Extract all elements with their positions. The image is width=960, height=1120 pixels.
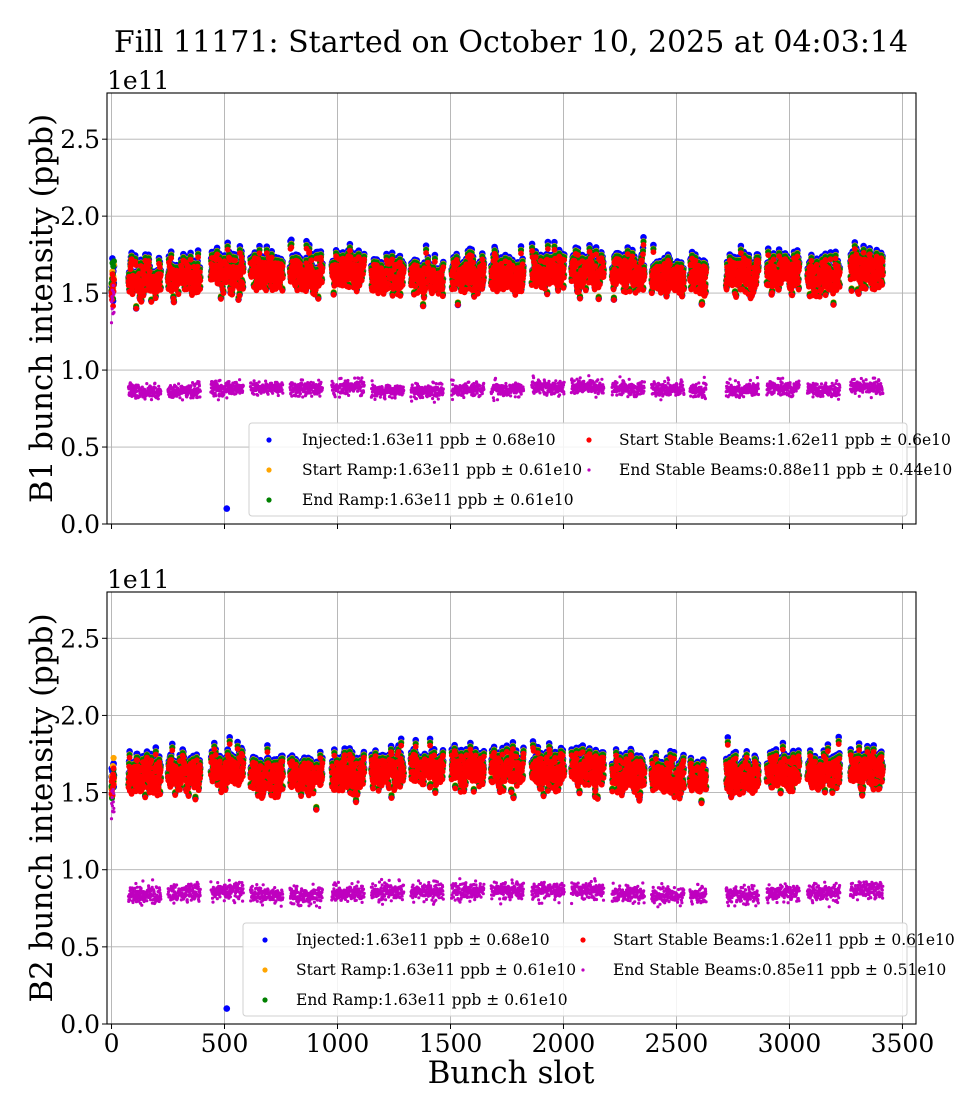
data-points (108, 234, 887, 512)
chart-title: Fill 11171: Started on October 10, 2025 … (114, 25, 908, 60)
data-point-outlier (223, 505, 231, 512)
